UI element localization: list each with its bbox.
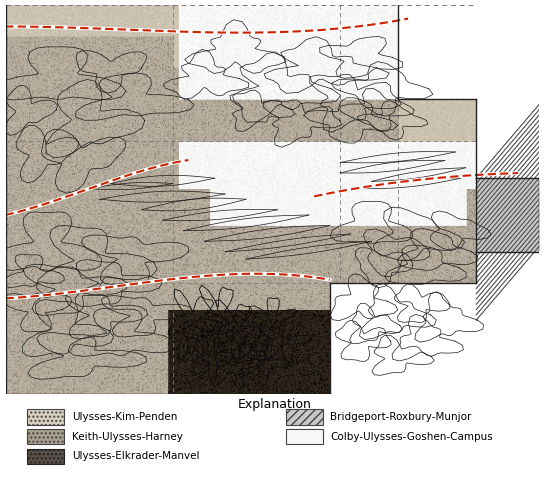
FancyBboxPatch shape [27, 429, 64, 444]
Bar [476, 178, 539, 252]
Text: Ulysses-Elkrader-Manvel: Ulysses-Elkrader-Manvel [72, 451, 199, 461]
Text: Ulysses-Kim-Penden: Ulysses-Kim-Penden [72, 412, 177, 422]
FancyBboxPatch shape [27, 449, 64, 464]
Text: Colby-Ulysses-Goshen-Campus: Colby-Ulysses-Goshen-Campus [331, 432, 493, 441]
FancyBboxPatch shape [27, 409, 64, 425]
Text: Keith-Ulysses-Harney: Keith-Ulysses-Harney [72, 432, 183, 441]
Text: Bridgeport-Roxbury-Munjor: Bridgeport-Roxbury-Munjor [331, 412, 472, 422]
FancyBboxPatch shape [285, 409, 322, 425]
Text: Explanation: Explanation [238, 398, 312, 411]
FancyBboxPatch shape [285, 429, 322, 444]
